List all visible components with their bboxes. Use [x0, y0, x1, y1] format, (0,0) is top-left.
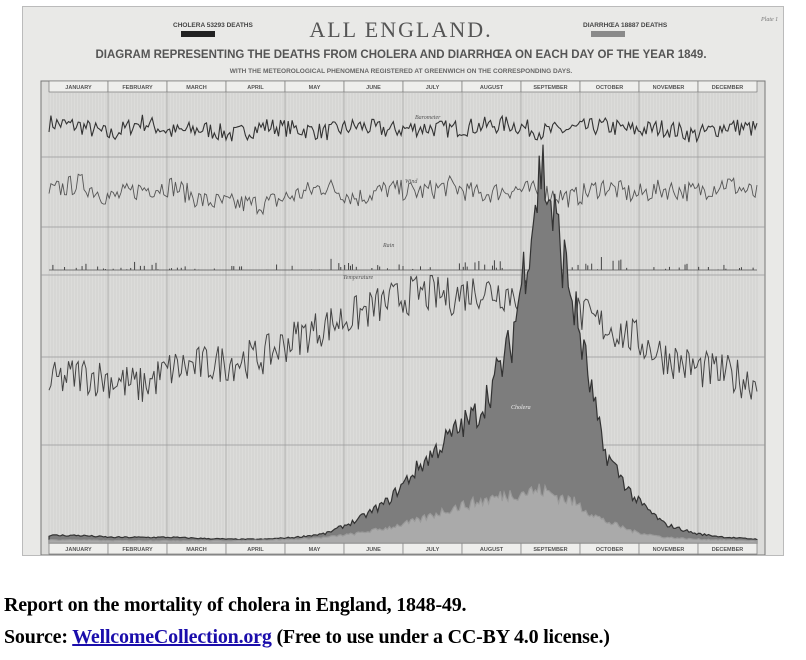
chart-subtitle-2: WITH THE METEOROLOGICAL PHENOMENA REGIST… — [230, 68, 573, 75]
month-label-bottom: APRIL — [247, 547, 264, 553]
month-label-top: JANUARY — [65, 85, 92, 91]
chart-marks — [48, 114, 758, 544]
panel-label-cholera: Cholera — [511, 405, 531, 411]
chart-subtitle: DIAGRAM REPRESENTING THE DEATHS FROM CHO… — [95, 49, 706, 61]
chart-title: ALL ENGLAND. — [309, 17, 492, 42]
legend-diarrhoea-label: DIARRHŒA 18887 DEATHS — [583, 22, 668, 29]
month-label-bottom: FEBRUARY — [122, 547, 153, 553]
month-label-bottom: DECEMBER — [712, 547, 744, 553]
legend-cholera-swatch — [181, 31, 215, 37]
month-label-bottom: JULY — [426, 547, 440, 553]
month-label-bottom: MAY — [309, 547, 321, 553]
month-label-top: SEPTEMBER — [533, 85, 567, 91]
month-label-bottom: MARCH — [186, 547, 206, 553]
month-label-bottom: NOVEMBER — [653, 547, 685, 553]
legend-diarrhoea-swatch — [591, 31, 625, 37]
caption-title: Report on the mortality of cholera in En… — [4, 594, 467, 616]
month-label-top: OCTOBER — [596, 85, 623, 91]
cholera-diagram-plate: JANUARY FEBRUARY MARCH APRIL MAY JUNE JULY AUGU… — [22, 6, 784, 556]
month-header-bottom: JANUARY FEBRUARY MARCH APRIL MAY JUNE JULY AUGU… — [48, 542, 758, 555]
month-label-top: NOVEMBER — [653, 85, 685, 91]
panel-label-barometer: Barometer — [415, 115, 441, 121]
month-label-top: JUNE — [366, 85, 381, 91]
month-label-top: APRIL — [247, 85, 264, 91]
barometer-line — [48, 114, 758, 144]
cholera-area — [48, 144, 758, 544]
month-label-bottom: SEPTEMBER — [533, 547, 567, 553]
legend-cholera-label: CHOLERA 53293 DEATHS — [173, 22, 253, 29]
month-label-top: DECEMBER — [712, 85, 744, 91]
wellcome-collection-link[interactable]: WellcomeCollection.org — [72, 626, 272, 648]
month-cell — [697, 80, 758, 93]
month-label-bottom: OCTOBER — [596, 547, 623, 553]
panel-label-rain: Rain — [382, 243, 394, 249]
month-label-top: AUGUST — [480, 85, 504, 91]
plate-label: Plate 1 — [760, 17, 778, 23]
month-label-bottom: AUGUST — [480, 547, 504, 553]
wind-line — [48, 173, 758, 216]
diarrhoea-area — [48, 483, 758, 544]
month-label-top: MAY — [309, 85, 321, 91]
month-label-top: JULY — [426, 85, 440, 91]
month-label-top: FEBRUARY — [122, 85, 153, 91]
month-header-top: JANUARY FEBRUARY MARCH APRIL MAY JUNE JULY AUGU… — [48, 80, 758, 543]
panel-label-temperature: Temperature — [343, 275, 374, 281]
month-label-bottom: JANUARY — [65, 547, 92, 553]
cholera-chart: JANUARY FEBRUARY MARCH APRIL MAY JUNE JULY AUGU… — [40, 17, 778, 555]
source-label: Source: — [4, 626, 73, 648]
temperature-line — [48, 274, 758, 402]
caption-source: Source: WellcomeCollection.org (Free to … — [4, 626, 610, 649]
month-label-top: MARCH — [186, 85, 206, 91]
month-label-bottom: JUNE — [366, 547, 381, 553]
panel-label-wind: Wind — [405, 179, 418, 185]
license-text: (Free to use under a CC-BY 4.0 license.) — [271, 626, 610, 648]
